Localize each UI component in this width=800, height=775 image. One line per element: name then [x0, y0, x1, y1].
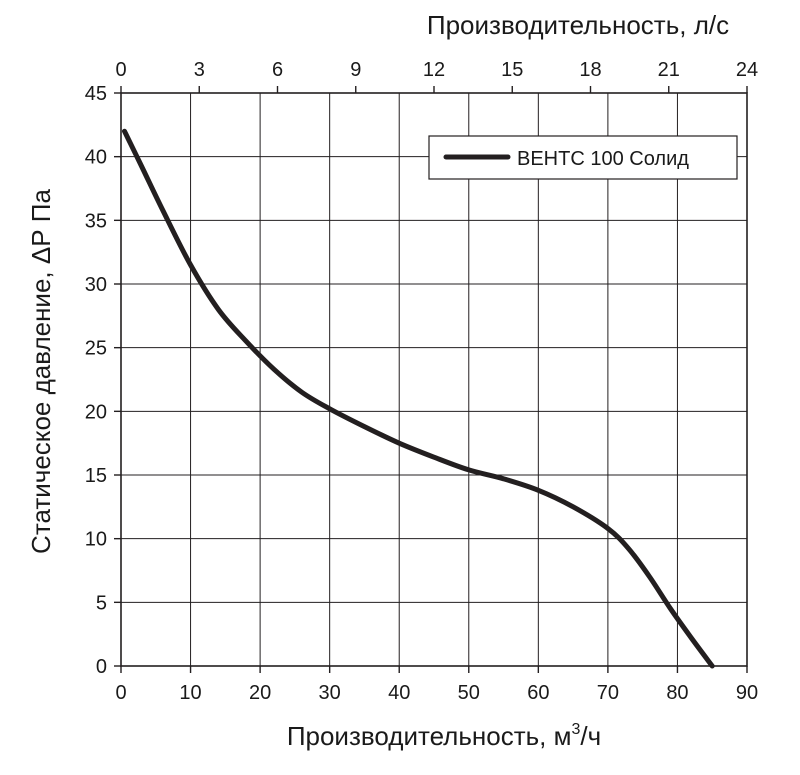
y-tick-label: 15 [85, 465, 107, 487]
x-tick-label: 10 [179, 682, 201, 704]
bottom-axis-title-unit: /ч [580, 721, 601, 751]
x2-tick-label: 21 [658, 59, 680, 81]
x2-tick-label: 12 [423, 59, 445, 81]
x2-tick-label: 9 [350, 59, 361, 81]
x-tick-label: 50 [458, 682, 480, 704]
bottom-axis-title-main: Производительность, м [287, 721, 572, 751]
x2-tick-label: 15 [501, 59, 523, 81]
grid [121, 93, 747, 666]
x-tick-label: 70 [597, 682, 619, 704]
y-tick-label: 35 [85, 210, 107, 232]
x-tick-label: 90 [736, 682, 758, 704]
y-tick-label: 30 [85, 274, 107, 296]
y-tick-label: 40 [85, 147, 107, 169]
bottom-axis-title-superscript: 3 [572, 721, 581, 738]
y-tick-label: 25 [85, 338, 107, 360]
x-tick-label: 30 [319, 682, 341, 704]
legend: ВЕНТС 100 Солид [428, 135, 738, 180]
x2-tick-label: 6 [272, 59, 283, 81]
axes: 0 10 20 30 40 50 60 70 80 90 0 3 6 9 12 15 18 21 24 0 5 10 15 2… [85, 59, 758, 704]
x2-tick-label: 3 [194, 59, 205, 81]
series-layer [121, 128, 715, 669]
left-axis-title: Статическое давление, ΔР Па [26, 189, 56, 554]
x-tick-label: 20 [249, 682, 271, 704]
x-tick-label: 80 [666, 682, 688, 704]
series-line-0 [121, 128, 715, 669]
x2-tick-label: 18 [579, 59, 601, 81]
y-tick-label: 0 [96, 656, 107, 678]
y-tick-label: 5 [96, 592, 107, 614]
bottom-axis-title: Производительность, м3/ч [287, 721, 601, 751]
y-tick-label: 10 [85, 529, 107, 551]
top-axis-title: Производительность, л/с [427, 10, 729, 40]
x-tick-label: 40 [388, 682, 410, 704]
x-tick-label: 60 [527, 682, 549, 704]
y-tick-label: 45 [85, 83, 107, 105]
y-tick-label: 20 [85, 401, 107, 423]
x2-tick-label: 0 [115, 59, 126, 81]
legend-label: ВЕНТС 100 Солид [517, 148, 689, 170]
x2-tick-label: 24 [736, 59, 758, 81]
x-tick-label: 0 [115, 682, 126, 704]
